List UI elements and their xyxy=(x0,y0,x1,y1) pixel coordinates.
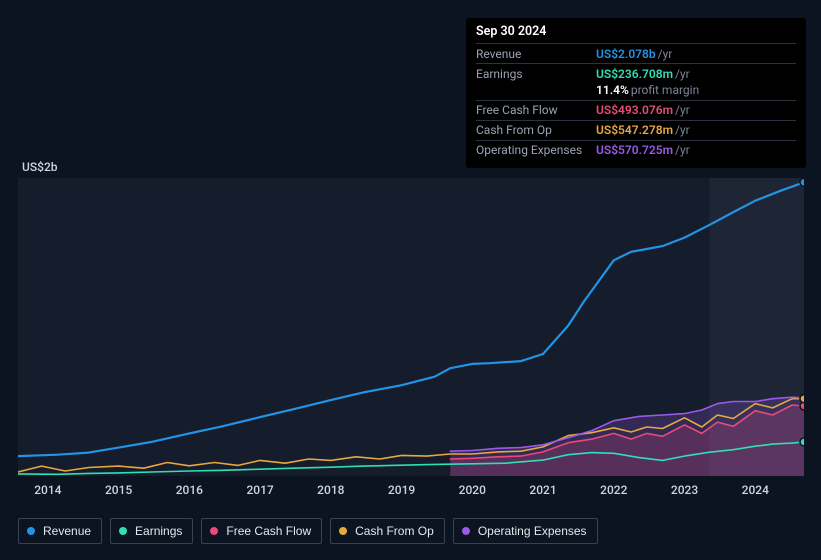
tooltip-metric-unit: /yr xyxy=(675,143,690,157)
tooltip-metric-label: Free Cash Flow xyxy=(476,103,596,117)
tooltip-metric-label: Earnings xyxy=(476,67,596,81)
tooltip-metric-label: Operating Expenses xyxy=(476,143,596,157)
tooltip-metric-unit: /yr xyxy=(675,103,690,117)
legend-item-label: Free Cash Flow xyxy=(226,524,311,538)
tooltip-metric-label: Cash From Op xyxy=(476,123,596,137)
tooltip-row: Operating ExpensesUS$570.725m /yr xyxy=(476,140,796,160)
legend-dot-icon xyxy=(462,527,470,535)
x-axis-tick-label: 2023 xyxy=(671,483,698,497)
legend-dot-icon xyxy=(339,527,347,535)
x-axis-tick-label: 2022 xyxy=(600,483,627,497)
tooltip-metric-value: US$570.725m xyxy=(596,143,673,157)
tooltip-row: Free Cash FlowUS$493.076m /yr xyxy=(476,100,796,120)
series-end-dot-cash_from_op xyxy=(800,395,804,403)
x-axis-tick-label: 2016 xyxy=(176,483,203,497)
tooltip-margin-value: 11.4% xyxy=(596,83,629,97)
tooltip-metric-unit: /yr xyxy=(658,47,673,61)
tooltip-row: 11.4% profit margin xyxy=(476,83,796,100)
tooltip-metric-label: Revenue xyxy=(476,47,596,61)
legend-dot-icon xyxy=(210,527,218,535)
legend-item-label: Operating Expenses xyxy=(478,524,587,538)
legend-item-label: Revenue xyxy=(43,524,91,538)
legend-item-revenue[interactable]: Revenue xyxy=(18,518,102,544)
tooltip-metric-value: US$236.708m xyxy=(596,67,673,81)
x-axis-labels: 2014 2015 2016 2017 2018 2019 2020 2021 2022 2023… xyxy=(18,483,804,499)
tooltip-metric-value: US$2.078b xyxy=(596,47,656,61)
x-axis-tick-label: 2014 xyxy=(34,483,61,497)
x-axis-tick-label: 2015 xyxy=(105,483,132,497)
x-axis-tick-label: 2018 xyxy=(317,483,344,497)
tooltip-margin-label: profit margin xyxy=(631,83,699,97)
tooltip-metric-value: US$493.076m xyxy=(596,103,673,117)
legend-item-label: Cash From Op xyxy=(355,524,434,538)
legend-dot-icon xyxy=(119,527,127,535)
tooltip-metric-unit: /yr xyxy=(675,123,690,137)
chart-legend: Revenue Earnings Free Cash Flow Cash From O… xyxy=(18,518,598,544)
legend-item-label: Earnings xyxy=(135,524,182,538)
legend-item-free_cash_flow[interactable]: Free Cash Flow xyxy=(201,518,322,544)
legend-item-operating_expenses[interactable]: Operating Expenses xyxy=(453,518,598,544)
x-axis-tick-label: 2024 xyxy=(742,483,769,497)
x-axis-tick-label: 2020 xyxy=(459,483,486,497)
tooltip-metric-value: US$547.278m xyxy=(596,123,673,137)
legend-item-cash_from_op[interactable]: Cash From Op xyxy=(330,518,445,544)
legend-dot-icon xyxy=(27,527,35,535)
x-axis-tick-label: 2019 xyxy=(388,483,415,497)
tooltip-date: Sep 30 2024 xyxy=(476,24,796,39)
legend-item-earnings[interactable]: Earnings xyxy=(110,518,193,544)
y-axis-label-top: US$2b xyxy=(22,160,58,174)
chart-tooltip: Sep 30 2024 RevenueUS$2.078b /yrEarnings… xyxy=(466,18,806,168)
series-end-dot-earnings xyxy=(800,438,804,446)
x-axis-tick-label: 2017 xyxy=(246,483,273,497)
tooltip-row: Cash From OpUS$547.278m /yr xyxy=(476,120,796,140)
tooltip-row: EarningsUS$236.708m /yr xyxy=(476,63,796,83)
tooltip-metric-unit: /yr xyxy=(675,67,690,81)
tooltip-row: RevenueUS$2.078b /yr xyxy=(476,43,796,63)
series-area-free_cash_flow xyxy=(450,405,804,476)
series-end-dot-revenue xyxy=(800,178,804,186)
chart-plot-area[interactable] xyxy=(18,178,804,476)
x-axis-tick-label: 2021 xyxy=(529,483,556,497)
